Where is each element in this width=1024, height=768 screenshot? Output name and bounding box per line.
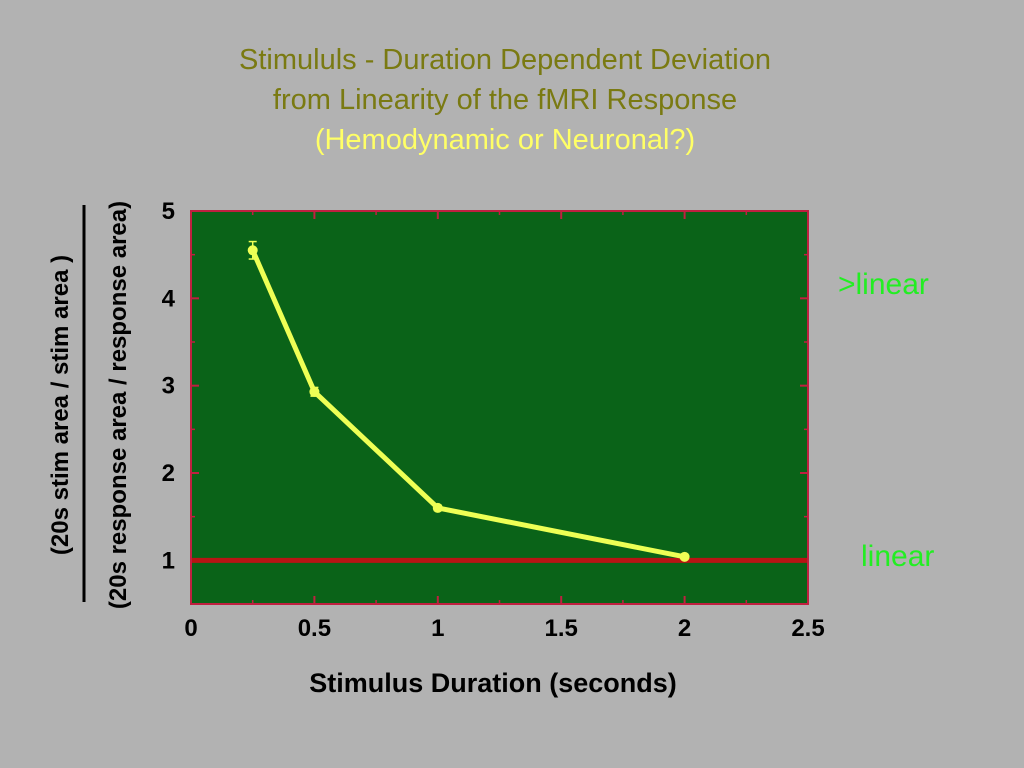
plot-area — [190, 210, 809, 605]
data-point — [432, 502, 443, 513]
y-tick-label: 5 — [162, 198, 175, 225]
y-axis-label-denominator: (20s response area / response area) — [105, 201, 132, 609]
y-tick-label: 1 — [162, 547, 175, 574]
x-tick-label: 2 — [678, 615, 691, 642]
x-axis-ticks: 0 0.5 1 1.5 2 2.5 — [184, 211, 825, 642]
annotation-linear: linear — [861, 540, 934, 573]
y-tick-label: 2 — [162, 460, 175, 487]
series-line — [250, 249, 686, 560]
y-axis-label-numerator: (20s stim area / stim area ) — [47, 255, 74, 555]
x-tick-label: 0.5 — [298, 615, 331, 642]
title-line-2: from Linearity of the fMRI Response — [272, 84, 738, 116]
annotation-above-linear: >linear — [838, 268, 929, 301]
chart-marks — [192, 240, 807, 563]
y-tick-label: 3 — [162, 373, 175, 400]
chart-title: Stimululs - Duration Dependent Deviation… — [0, 40, 1010, 160]
title-line-3: (Hemodynamic or Neuronal?) — [314, 124, 696, 156]
data-point — [309, 386, 320, 397]
x-tick-label: 1 — [431, 615, 444, 642]
x-tick-label: 1.5 — [545, 615, 578, 642]
x-axis-label: Stimulus Duration (seconds) — [309, 668, 677, 698]
x-tick-label: 2.5 — [791, 615, 824, 642]
y-tick-label: 4 — [162, 285, 176, 312]
y-axis-ticks: 1 2 3 4 5 — [162, 198, 808, 574]
data-point — [247, 245, 258, 256]
x-tick-label: 0 — [184, 615, 197, 642]
title-line-1: Stimululs - Duration Dependent Deviation — [239, 44, 771, 76]
data-point — [679, 551, 690, 562]
